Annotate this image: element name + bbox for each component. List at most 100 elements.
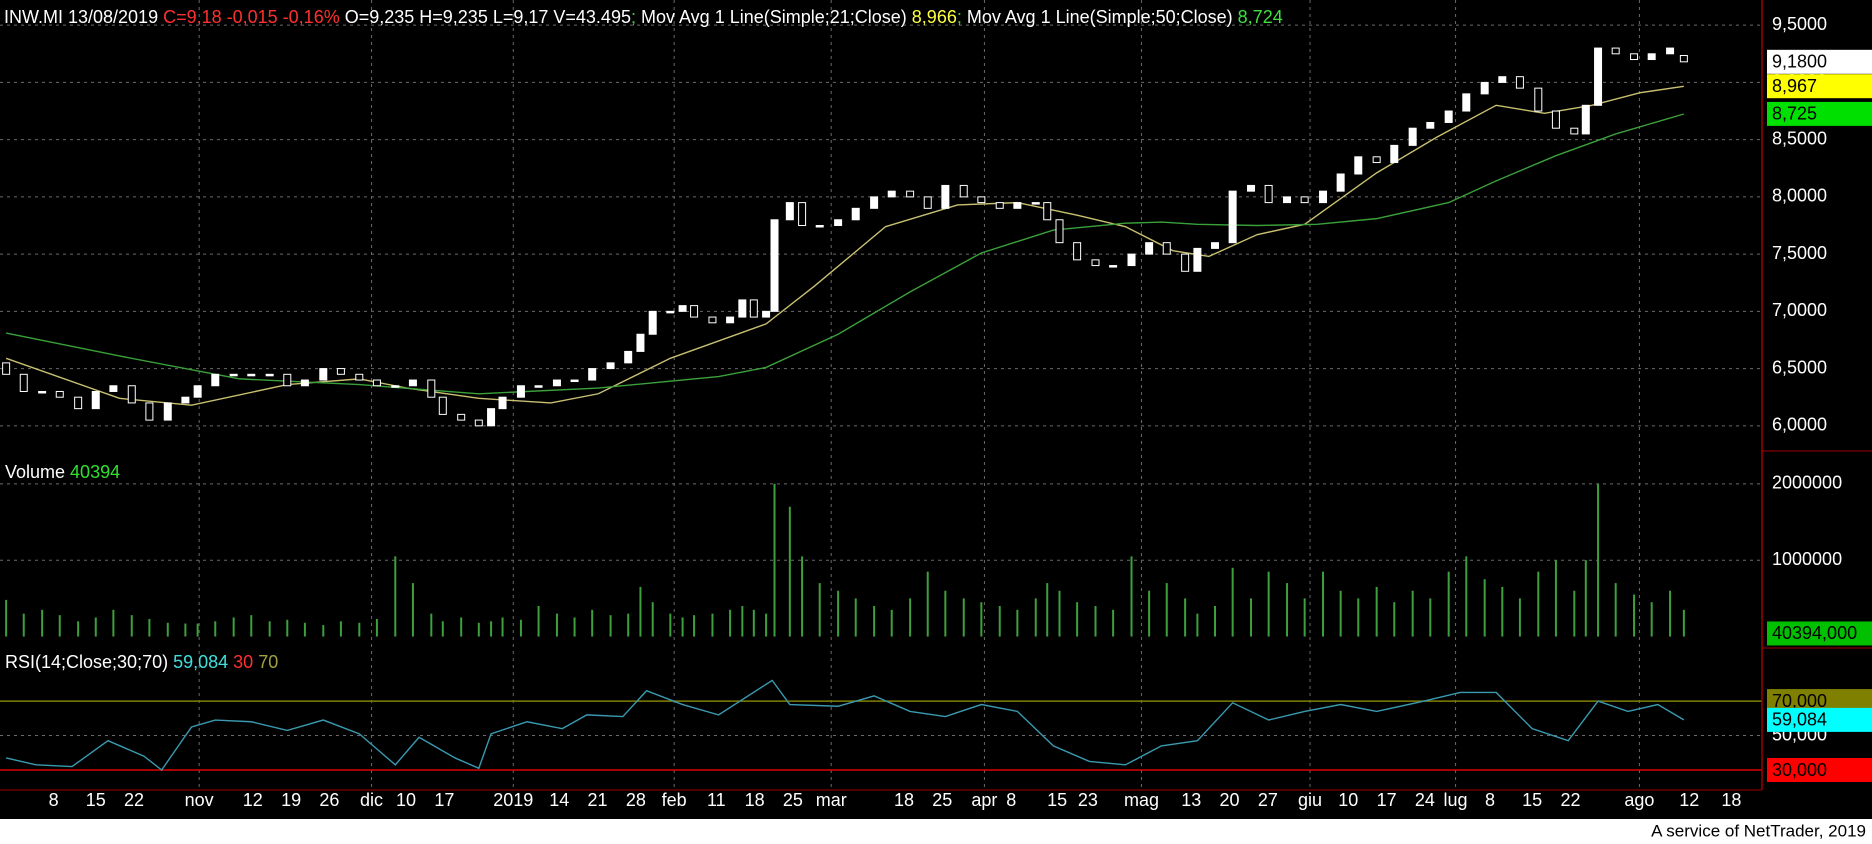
candle — [834, 219, 843, 227]
volume-bar — [322, 625, 325, 637]
candle — [1043, 202, 1052, 221]
volume-bar — [519, 619, 522, 637]
x-tick-label: 22 — [124, 790, 144, 810]
legend-item: INW.MI 13/08/2019 — [4, 7, 163, 27]
volume-bar — [232, 617, 235, 637]
candle — [265, 373, 274, 377]
candle — [2, 362, 11, 375]
volume-bar — [788, 506, 791, 637]
x-tick-label: 28 — [626, 790, 646, 810]
tag-box — [1767, 74, 1872, 99]
volume-bar — [196, 623, 199, 637]
tag-box — [1767, 49, 1872, 74]
volume-bar — [112, 609, 115, 637]
tag-label: 30,000 — [1772, 760, 1827, 780]
x-tick-label: 8 — [1485, 790, 1495, 810]
candle — [1647, 53, 1656, 61]
x-tick-label: 25 — [783, 790, 803, 810]
volume-bar — [962, 598, 965, 637]
volume-bar — [1076, 602, 1079, 637]
volume-bar — [1597, 483, 1600, 637]
legend-item: 30 — [228, 652, 253, 672]
x-tick-label: 26 — [319, 790, 339, 810]
candle — [487, 408, 496, 427]
x-tick-label: 19 — [281, 790, 301, 810]
volume-bar — [765, 613, 768, 637]
volume-bar — [1267, 571, 1270, 637]
volume-bar — [184, 623, 187, 637]
y-tick-label: 2000000 — [1772, 473, 1842, 493]
candle — [1611, 47, 1620, 55]
candle — [427, 379, 436, 398]
price-tag: 40394,000 — [1767, 621, 1872, 646]
volume-bar — [166, 622, 169, 637]
volume-bar — [1537, 571, 1540, 637]
volume-bar — [286, 619, 289, 637]
candle — [1480, 81, 1489, 95]
legend-item: Volume — [5, 462, 70, 482]
x-tick-label: 8 — [1006, 790, 1016, 810]
candle — [372, 379, 381, 387]
candle — [516, 385, 525, 398]
volume-bar — [1339, 590, 1342, 637]
candle — [1354, 156, 1363, 175]
volume-bar — [773, 483, 776, 637]
candle — [1390, 144, 1399, 164]
candle — [438, 396, 447, 415]
volume-bar — [1518, 598, 1521, 637]
volume-bar — [1584, 560, 1587, 637]
price-tag: 8,967 — [1767, 74, 1872, 99]
candle — [1679, 55, 1688, 63]
volume-bar — [148, 618, 151, 637]
volume-bar — [1447, 571, 1450, 637]
volume-bar — [1112, 609, 1115, 637]
tag-label: 9,1800 — [1772, 52, 1827, 72]
rsi-line — [5, 679, 1685, 772]
candle — [457, 413, 466, 421]
candle — [726, 316, 735, 324]
candle — [770, 219, 779, 312]
candle — [815, 225, 824, 228]
tag-box — [1767, 621, 1872, 646]
volume-bar — [477, 622, 480, 637]
legend: Volume 40394 — [5, 462, 120, 482]
legend-item: C=9,18 -0,015 -0,16% — [163, 7, 340, 27]
candle — [193, 385, 202, 398]
x-tick-label: feb — [662, 790, 687, 810]
candle — [749, 299, 758, 318]
candle — [336, 368, 345, 375]
price-tag: 8,725 — [1767, 101, 1872, 126]
x-tick-label: 10 — [396, 790, 416, 810]
candle — [1162, 242, 1171, 255]
candle — [1372, 156, 1381, 164]
candle — [1264, 184, 1273, 204]
candle — [163, 402, 172, 421]
x-tick-label: dic — [360, 790, 383, 810]
volume-bar — [1130, 556, 1133, 637]
volume-bar — [729, 609, 732, 637]
tag-box — [1767, 758, 1872, 783]
candle — [1534, 87, 1543, 112]
candle — [570, 379, 579, 383]
candle — [995, 202, 1004, 209]
candle — [1515, 76, 1524, 89]
candle — [851, 207, 860, 221]
candle — [1581, 104, 1590, 135]
y-tick-label: 1000000 — [1772, 549, 1842, 569]
volume-bar — [490, 621, 493, 637]
volume-bar — [693, 615, 696, 637]
volume-bar — [651, 602, 654, 637]
volume-bar — [375, 618, 378, 637]
volume-bar — [41, 609, 44, 637]
candle — [1013, 202, 1022, 209]
candle — [588, 368, 597, 381]
volume-bar — [741, 606, 744, 637]
candle — [1498, 76, 1507, 83]
volume-bar — [394, 556, 397, 637]
legend-item: ; — [957, 7, 967, 27]
moving-average — [5, 85, 1684, 406]
candle — [1247, 184, 1256, 192]
volume-bar — [909, 598, 912, 637]
x-tick-label: 17 — [1377, 790, 1397, 810]
x-tick-label: 22 — [1560, 790, 1580, 810]
